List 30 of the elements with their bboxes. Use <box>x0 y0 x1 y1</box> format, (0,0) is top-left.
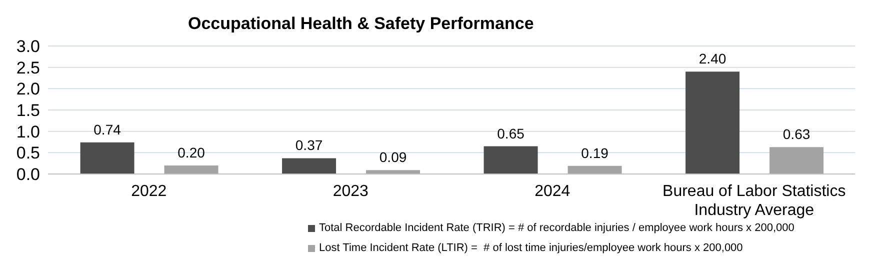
bar <box>484 146 538 174</box>
x-tick-label: 2022 <box>131 183 167 200</box>
y-tick-label: 3.0 <box>16 37 40 56</box>
y-tick-label: 0.5 <box>16 144 40 163</box>
bar <box>164 165 218 174</box>
bar <box>568 166 622 174</box>
y-tick-label: 0.0 <box>16 165 40 184</box>
x-tick-label: Bureau of Labor Statistics Industry Average <box>662 183 846 219</box>
bar <box>282 158 336 174</box>
y-tick-label: 1.5 <box>16 101 40 120</box>
data-label: 0.37 <box>295 137 323 154</box>
y-tick-label: 2.5 <box>16 58 40 78</box>
y-tick-label: 1.0 <box>16 122 40 142</box>
data-label: 0.65 <box>497 125 525 142</box>
bar <box>366 170 420 174</box>
data-label: 0.63 <box>782 126 810 142</box>
data-label: 2.40 <box>698 50 726 67</box>
x-tick-label: 2024 <box>534 183 570 200</box>
data-label: 0.19 <box>581 144 609 161</box>
data-label: 0.09 <box>379 149 407 166</box>
legend-label: Lost Time Incident Rate (LTIR) = # of lost time injuries/employee work hours x 200,000 <box>319 242 743 254</box>
legend-label: Total Recordable Incident Rate (TRIR) = # of recordable injuries / employee work hours x 200,000 <box>319 222 794 234</box>
bar <box>80 142 134 174</box>
bar <box>770 147 824 174</box>
data-label: 0.74 <box>94 121 122 138</box>
data-label: 0.20 <box>178 144 206 160</box>
y-tick-label: 2.0 <box>16 80 40 99</box>
chart-title: Occupational Health & Safety Performance <box>188 14 534 34</box>
bar <box>686 72 740 174</box>
x-tick-label: 2023 <box>332 183 369 200</box>
